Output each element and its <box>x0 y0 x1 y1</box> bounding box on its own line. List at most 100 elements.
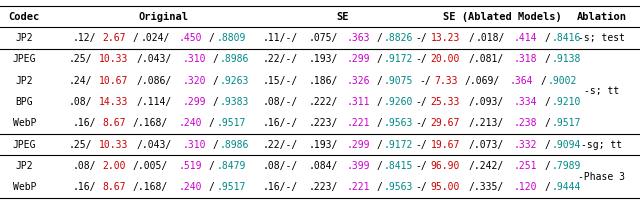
Text: .25/: .25/ <box>68 54 92 64</box>
Text: /: / <box>212 97 218 107</box>
Text: /: / <box>544 33 550 43</box>
Text: 10.33: 10.33 <box>99 54 128 64</box>
Text: .9517: .9517 <box>216 118 246 128</box>
Text: .240: .240 <box>179 182 202 192</box>
Text: .186/: .186/ <box>308 76 338 86</box>
Text: .9172: .9172 <box>384 54 413 64</box>
Text: .334: .334 <box>514 97 537 107</box>
Text: /: / <box>209 118 214 128</box>
Text: /: / <box>209 161 214 171</box>
Text: .16/-/: .16/-/ <box>263 182 298 192</box>
Text: .310: .310 <box>182 140 205 150</box>
Text: .9138: .9138 <box>552 54 581 64</box>
Text: .084/: .084/ <box>308 161 338 171</box>
Text: -/: -/ <box>415 97 427 107</box>
Text: /: / <box>212 54 218 64</box>
Text: .9094: .9094 <box>552 140 581 150</box>
Text: 2.67: 2.67 <box>102 33 126 43</box>
Text: SE (Ablated Models): SE (Ablated Models) <box>443 12 562 22</box>
Text: /.242/: /.242/ <box>468 161 504 171</box>
Text: -Phase 3: -Phase 3 <box>578 172 625 182</box>
Text: /: / <box>376 140 382 150</box>
Text: -s; tt: -s; tt <box>584 86 620 96</box>
Text: .120: .120 <box>514 182 537 192</box>
Text: /: / <box>376 54 382 64</box>
Text: .08/-/: .08/-/ <box>263 97 298 107</box>
Text: .08/: .08/ <box>72 161 96 171</box>
Text: .018/: .018/ <box>476 33 505 43</box>
Text: /: / <box>376 33 382 43</box>
Text: 10.67: 10.67 <box>99 76 128 86</box>
Text: .222/: .222/ <box>308 97 338 107</box>
Text: /: / <box>376 182 382 192</box>
Text: 13.23: 13.23 <box>430 33 460 43</box>
Text: /: / <box>544 140 550 150</box>
Text: .16/-/: .16/-/ <box>263 118 298 128</box>
Text: JPEG: JPEG <box>13 54 36 64</box>
Text: .221: .221 <box>346 182 370 192</box>
Text: JP2: JP2 <box>15 161 33 171</box>
Text: -sg; tt: -sg; tt <box>581 140 622 150</box>
Text: /.168/: /.168/ <box>133 118 168 128</box>
Text: .7989: .7989 <box>552 161 581 171</box>
Text: JPEG: JPEG <box>13 140 36 150</box>
Text: Original: Original <box>138 12 188 22</box>
Text: .8809: .8809 <box>216 33 246 43</box>
Text: .251: .251 <box>514 161 537 171</box>
Text: .15/-/: .15/-/ <box>263 76 298 86</box>
Text: .193/: .193/ <box>308 54 338 64</box>
Text: .8826: .8826 <box>384 33 413 43</box>
Text: .8416: .8416 <box>552 33 581 43</box>
Text: .299: .299 <box>346 54 370 64</box>
Text: .326: .326 <box>346 76 370 86</box>
Text: -/: -/ <box>415 182 427 192</box>
Text: .8415: .8415 <box>384 161 413 171</box>
Text: BPG: BPG <box>15 97 33 107</box>
Text: .9444: .9444 <box>552 182 581 192</box>
Text: /: / <box>209 182 214 192</box>
Text: .024/: .024/ <box>140 33 170 43</box>
Text: .240: .240 <box>179 118 202 128</box>
Text: /: / <box>544 118 550 128</box>
Text: .22/-/: .22/-/ <box>263 140 298 150</box>
Text: WebP: WebP <box>13 118 36 128</box>
Text: /: / <box>376 76 382 86</box>
Text: .11/-/: .11/-/ <box>263 33 298 43</box>
Text: /: / <box>544 182 550 192</box>
Text: /: / <box>544 161 550 171</box>
Text: JP2: JP2 <box>15 33 33 43</box>
Text: .399: .399 <box>346 161 370 171</box>
Text: .08/: .08/ <box>68 97 92 107</box>
Text: .08/-/: .08/-/ <box>263 161 298 171</box>
Text: .310: .310 <box>182 54 205 64</box>
Text: .193/: .193/ <box>308 140 338 150</box>
Text: /: / <box>376 97 382 107</box>
Text: .363: .363 <box>346 33 370 43</box>
Text: .22/-/: .22/-/ <box>263 54 298 64</box>
Text: .223/: .223/ <box>308 182 338 192</box>
Text: /.213/: /.213/ <box>468 118 504 128</box>
Text: .519: .519 <box>179 161 202 171</box>
Text: .9210: .9210 <box>552 97 581 107</box>
Text: /: / <box>540 76 546 86</box>
Text: .299: .299 <box>346 140 370 150</box>
Text: 14.33: 14.33 <box>99 97 128 107</box>
Text: 2.00: 2.00 <box>102 161 126 171</box>
Text: /.114/: /.114/ <box>137 97 172 107</box>
Text: 10.33: 10.33 <box>99 140 128 150</box>
Text: .8986: .8986 <box>220 54 250 64</box>
Text: .9383: .9383 <box>220 97 250 107</box>
Text: .221: .221 <box>346 118 370 128</box>
Text: .9002: .9002 <box>548 76 577 86</box>
Text: .414: .414 <box>514 33 537 43</box>
Text: .238: .238 <box>514 118 537 128</box>
Text: /.043/: /.043/ <box>137 140 172 150</box>
Text: Ablation: Ablation <box>577 12 627 22</box>
Text: -/: -/ <box>415 140 427 150</box>
Text: /.168/: /.168/ <box>133 182 168 192</box>
Text: .8986: .8986 <box>220 140 250 150</box>
Text: .9563: .9563 <box>384 118 413 128</box>
Text: .9263: .9263 <box>220 76 250 86</box>
Text: 25.33: 25.33 <box>430 97 460 107</box>
Text: 96.90: 96.90 <box>430 161 460 171</box>
